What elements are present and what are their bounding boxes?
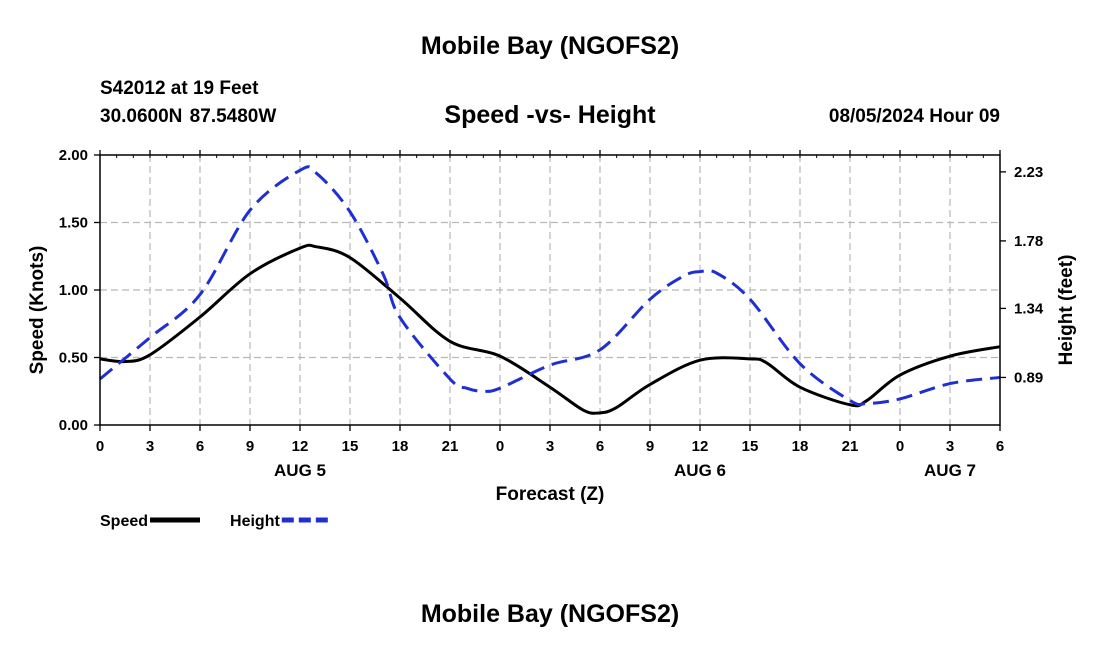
y2-tick-label: 0.89 — [1014, 369, 1043, 386]
speed-series-line — [99, 243, 1001, 415]
y-tick-label: 1.00 — [59, 282, 88, 299]
x-tick-label: 9 — [646, 438, 654, 455]
x-tick-label: 12 — [292, 438, 309, 455]
y2-axis-title: Height (feet) — [1056, 255, 1077, 366]
x-tick-label: 3 — [146, 438, 154, 455]
y-tick-label: 0.00 — [59, 417, 88, 434]
y2-tick-label: 1.78 — [1014, 233, 1043, 250]
x-tick-label: 18 — [792, 438, 809, 455]
y-tick-label: 1.50 — [59, 215, 88, 232]
x-tick-label: 0 — [96, 438, 104, 455]
day-label: AUG 5 — [274, 461, 326, 480]
y-axis-title: Speed (Knots) — [27, 246, 48, 375]
x-tick-label: 21 — [442, 438, 459, 455]
series-layer — [99, 165, 1001, 415]
x-axis-title: Forecast (Z) — [496, 484, 605, 505]
y-tick-label: 2.00 — [59, 147, 88, 164]
y2-tick-label: 2.23 — [1014, 164, 1043, 181]
x-tick-label: 9 — [246, 438, 254, 455]
legend-label: Height — [230, 513, 280, 530]
x-tick-label: 6 — [596, 438, 604, 455]
chart-title: Mobile Bay (NGOFS2) — [420, 32, 680, 60]
legend-label: Speed — [100, 513, 148, 530]
coordinates-label: 30.0600N 87.5480W — [100, 106, 277, 127]
station-label: S42012 at 19 Feet — [100, 78, 259, 99]
x-tick-label: 21 — [842, 438, 859, 455]
axis-labels: 0 3 6 9 12 15 18 21 0 3 6 9 12 15 18 21 0 3 6 AUG 5 AUG 6 AUG… — [59, 147, 1044, 480]
x-tick-label: 0 — [896, 438, 904, 455]
x-tick-label: 6 — [996, 438, 1004, 455]
x-tick-label: 15 — [342, 438, 359, 455]
x-tick-label: 18 — [392, 438, 409, 455]
x-tick-label: 6 — [196, 438, 204, 455]
day-label: AUG 7 — [924, 461, 976, 480]
footer-title: Mobile Bay (NGOFS2) — [420, 600, 680, 628]
x-tick-label: 0 — [496, 438, 504, 455]
x-tick-label: 12 — [692, 438, 709, 455]
x-tick-label: 15 — [742, 438, 759, 455]
day-label: AUG 6 — [674, 461, 726, 480]
y-tick-label: 0.50 — [59, 350, 88, 367]
x-tick-label: 3 — [946, 438, 954, 455]
height-series-line — [99, 165, 1001, 407]
x-tick-label: 3 — [546, 438, 554, 455]
y2-tick-label: 1.34 — [1014, 300, 1044, 317]
forecast-timestamp: 08/05/2024 Hour 09 — [828, 106, 1000, 127]
grid-lines — [100, 155, 1000, 425]
axis-ticks — [94, 150, 1006, 431]
chart-subtitle: Speed -vs- Height — [444, 101, 656, 129]
legend: Speed Height — [100, 513, 332, 530]
